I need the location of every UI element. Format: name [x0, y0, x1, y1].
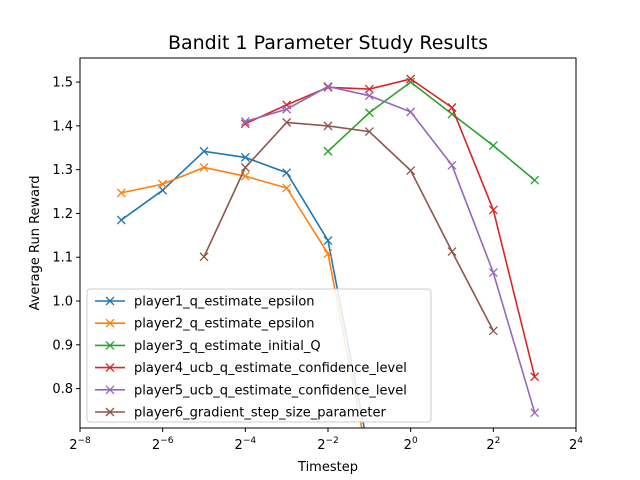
legend-label: player1_q_estimate_epsilon	[134, 295, 315, 310]
y-axis-label: Average Run Reward	[28, 176, 43, 311]
x-tick-label: 22	[486, 436, 500, 453]
data-point	[447, 247, 457, 256]
x-tick-label: 2−4	[235, 436, 257, 453]
series-line	[245, 85, 536, 413]
data-point	[447, 109, 457, 119]
series-2	[116, 163, 373, 471]
x-tick-label: 2−2	[317, 436, 339, 453]
legend-marker	[105, 340, 115, 350]
data-point	[240, 163, 250, 172]
data-point	[365, 463, 373, 471]
series-line	[203, 121, 495, 332]
data-point	[406, 74, 416, 84]
legend-entry: player4_ucb_q_estimate_confidence_level	[95, 361, 407, 376]
data-point	[158, 179, 168, 189]
legend-entry: player6_gradient_step_size_parameter	[95, 406, 387, 421]
legend-marker	[105, 296, 115, 306]
data-point	[116, 215, 126, 225]
data-point	[282, 168, 292, 178]
data-point	[406, 166, 416, 175]
y-axis: 0.8 0.9 1.0 1.1 1.2 1.3 1.4 1.5	[52, 76, 80, 397]
y-tick-label: 1.1	[52, 251, 73, 266]
data-point	[282, 117, 292, 127]
legend-marker	[105, 363, 115, 373]
y-tick-label: 1.5	[52, 76, 73, 91]
data-point	[364, 91, 374, 101]
data-point	[199, 252, 209, 262]
data-point	[282, 183, 292, 193]
x-tick-label: 2−6	[152, 436, 174, 453]
data-point	[530, 372, 540, 382]
data-point	[447, 103, 457, 112]
legend-entry: player2_q_estimate_epsilon	[95, 317, 315, 332]
data-point	[488, 141, 498, 151]
x-tick-label: 2−8	[69, 436, 91, 453]
series-line	[327, 81, 536, 181]
y-tick-label: 0.8	[52, 382, 73, 397]
x-tick-label: 20	[404, 436, 418, 453]
data-point	[364, 108, 374, 118]
x-axis: 2−8 2−6 2−4 2−2 20 22 24	[69, 428, 583, 453]
data-point	[323, 82, 333, 91]
data-point	[116, 188, 126, 198]
data-point	[199, 146, 209, 156]
data-point	[240, 152, 250, 162]
data-point	[488, 268, 498, 278]
x-tick-label: 24	[569, 436, 583, 453]
data-point	[240, 117, 250, 126]
series-3	[323, 77, 540, 185]
legend-entry: player5_ucb_q_estimate_confidence_level	[95, 383, 407, 398]
legend-label: player4_ucb_q_estimate_confidence_level	[134, 361, 407, 376]
data-point	[323, 236, 333, 246]
data-point	[323, 121, 333, 131]
series-6	[199, 117, 498, 336]
legend-entry: player3_q_estimate_initial_Q	[95, 339, 321, 354]
chart-title: Bandit 1 Parameter Study Results	[168, 32, 488, 54]
series-1	[116, 146, 373, 458]
legend-entry: player1_q_estimate_epsilon	[95, 295, 315, 310]
legend-marker	[105, 407, 115, 417]
data-point	[323, 249, 333, 259]
data-point	[530, 175, 540, 185]
data-point	[365, 450, 373, 458]
series-line	[244, 78, 536, 377]
data-point	[364, 127, 374, 137]
x-axis-label: Timestep	[297, 460, 358, 475]
data-point	[364, 84, 374, 94]
y-tick-label: 1.3	[52, 163, 73, 178]
data-point	[447, 160, 457, 170]
data-point	[488, 326, 498, 336]
series-5	[240, 82, 540, 418]
data-point	[199, 163, 209, 172]
plot-area	[116, 74, 540, 471]
legend-label: player5_ucb_q_estimate_confidence_level	[134, 383, 407, 398]
legend-label: player2_q_estimate_epsilon	[134, 317, 315, 332]
legend-marker	[105, 385, 115, 395]
y-tick-label: 1.2	[52, 207, 73, 222]
data-point	[488, 205, 498, 215]
data-point	[323, 146, 333, 156]
y-tick-label: 1.4	[52, 119, 73, 134]
data-point	[530, 408, 540, 418]
legend-box	[86, 288, 432, 423]
legend-marker	[105, 318, 115, 328]
legend: player1_q_estimate_epsilon player2_q_esti…	[86, 288, 432, 423]
data-point	[282, 104, 292, 114]
data-point	[406, 107, 416, 117]
y-tick-label: 1.0	[52, 295, 73, 310]
y-tick-label: 0.9	[52, 338, 73, 353]
legend-label: player6_gradient_step_size_parameter	[134, 406, 387, 421]
legend-label: player3_q_estimate_initial_Q	[134, 339, 321, 354]
